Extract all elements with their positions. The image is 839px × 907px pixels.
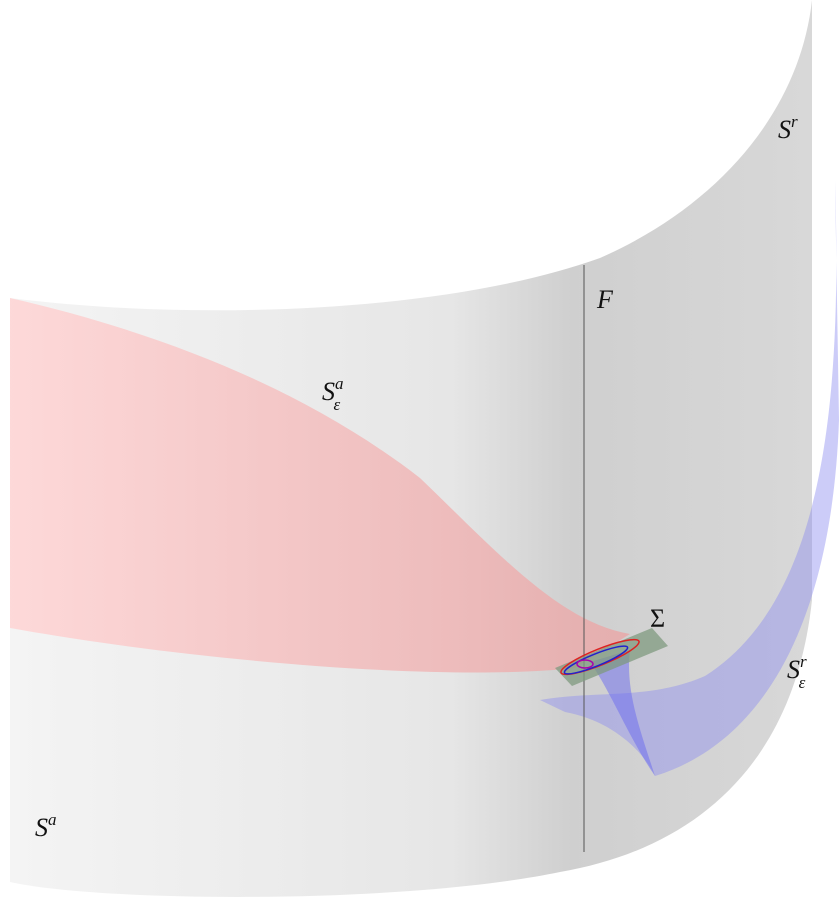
label-part: r <box>800 652 807 671</box>
label-part: S <box>35 813 48 842</box>
label-part: a <box>335 374 344 393</box>
label-part: a <box>48 810 57 829</box>
label: F <box>596 285 614 314</box>
label: Σ <box>650 604 665 633</box>
label-part: ε <box>799 673 806 692</box>
label-part: Σ <box>650 604 665 633</box>
figure: Sr F Saε Σ Srε Sa <box>0 0 839 907</box>
label-part: r <box>791 112 798 131</box>
label-part: S <box>778 115 791 144</box>
label-part: ε <box>334 395 341 414</box>
label-part: F <box>596 285 614 314</box>
